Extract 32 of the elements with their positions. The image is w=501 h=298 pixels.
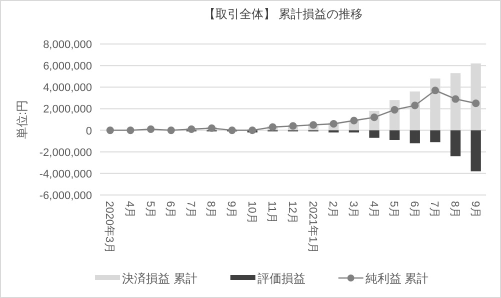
y-tick-label: 8,000,000 <box>43 39 92 51</box>
legend-label: 純利益 累計 <box>365 272 429 286</box>
x-tick-label: 2月 <box>326 201 339 218</box>
x-tick-label: 2021年1月 <box>306 201 318 254</box>
x-tick-label: 4月 <box>123 201 136 218</box>
x-tick-label: 10月 <box>245 201 258 224</box>
y-tick-label: -6,000,000 <box>39 190 92 202</box>
x-tick-label: 2020年3月 <box>103 201 116 254</box>
x-tick-label: 8月 <box>448 201 461 218</box>
x-tick-label: 5月 <box>144 201 156 218</box>
x-tick-label: 9月 <box>225 201 238 218</box>
x-tick-label: 12月 <box>286 201 298 224</box>
y-tick-label: 2,000,000 <box>43 104 92 116</box>
x-tick-label: 8月 <box>204 201 217 218</box>
legend-label: 決済損益 累計 <box>122 272 198 286</box>
x-tick-label: 9月 <box>468 201 481 218</box>
x-tick-label: 6月 <box>164 201 176 218</box>
y-tick-label: -4,000,000 <box>39 168 92 180</box>
x-tick-label: 4月 <box>367 201 380 218</box>
chart-title: 【取引全体】 累計損益の推移 <box>203 7 363 21</box>
x-tick-label: 5月 <box>388 201 400 218</box>
x-tick-label: 11月 <box>266 201 278 224</box>
x-tick-label: 7月 <box>428 201 440 218</box>
x-tick-label: 6月 <box>408 201 420 218</box>
y-tick-label: 6,000,000 <box>43 60 92 73</box>
y-tick-label: -2,000,000 <box>39 146 92 159</box>
y-axis-title: 単位:円 <box>15 100 29 140</box>
y-tick-label: 0 <box>86 125 92 138</box>
legend-label: 評価損益 <box>257 272 306 286</box>
x-tick-label: 3月 <box>346 201 359 218</box>
x-tick-label: 7月 <box>184 201 196 218</box>
y-tick-label: 4,000,000 <box>43 82 92 94</box>
